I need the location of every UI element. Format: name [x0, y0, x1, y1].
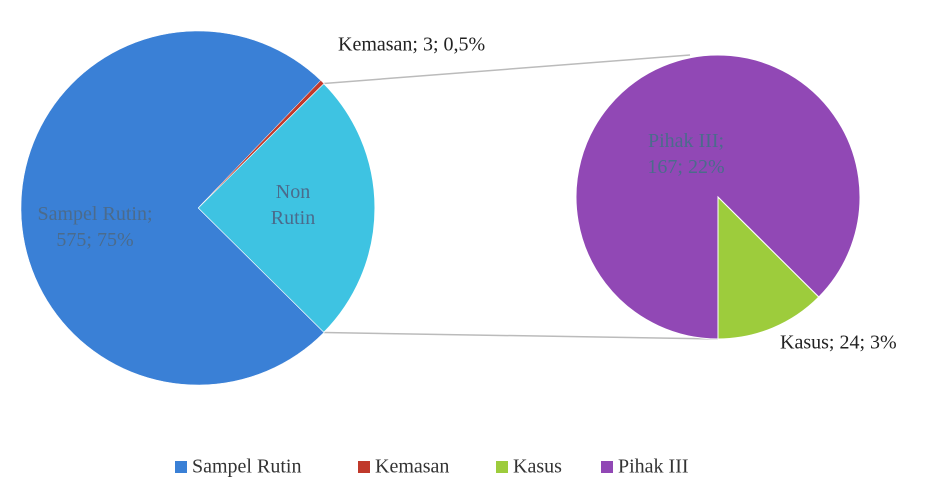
- data-label-line: Pihak III;: [648, 130, 724, 152]
- connector-line: [323, 331, 719, 340]
- data-label: Kasus; 24; 3%: [780, 332, 897, 354]
- pie-slice: [717, 195, 820, 340]
- legend-label: Pihak III: [618, 456, 689, 478]
- pie-slice: [197, 82, 376, 334]
- other-label-line: Rutin: [271, 207, 315, 229]
- data-label-line: Sampel Rutin;: [38, 203, 153, 225]
- data-label: Sampel Rutin; 575; 75%: [38, 203, 153, 251]
- pie-slice: [197, 80, 325, 209]
- data-label-line: 167; 22%: [647, 156, 724, 178]
- data-label: Pihak III; 167; 22%: [647, 130, 724, 178]
- legend-label: Kasus: [513, 456, 562, 478]
- pie-slice: [575, 54, 861, 340]
- pie-slice: [20, 30, 325, 386]
- data-label-line: 575; 75%: [56, 229, 133, 251]
- data-label: Kemasan; 3; 0,5%: [338, 34, 485, 56]
- legend-marker: [496, 461, 508, 473]
- legend-label: Kemasan: [375, 456, 449, 478]
- legend-marker: [601, 461, 613, 473]
- legend-label: Sampel Rutin: [192, 456, 301, 478]
- legend-marker: [175, 461, 187, 473]
- other-label: Non Rutin: [271, 181, 315, 229]
- other-label-line: Non: [276, 181, 310, 203]
- legend-marker: [358, 461, 370, 473]
- connector-line: [323, 54, 691, 85]
